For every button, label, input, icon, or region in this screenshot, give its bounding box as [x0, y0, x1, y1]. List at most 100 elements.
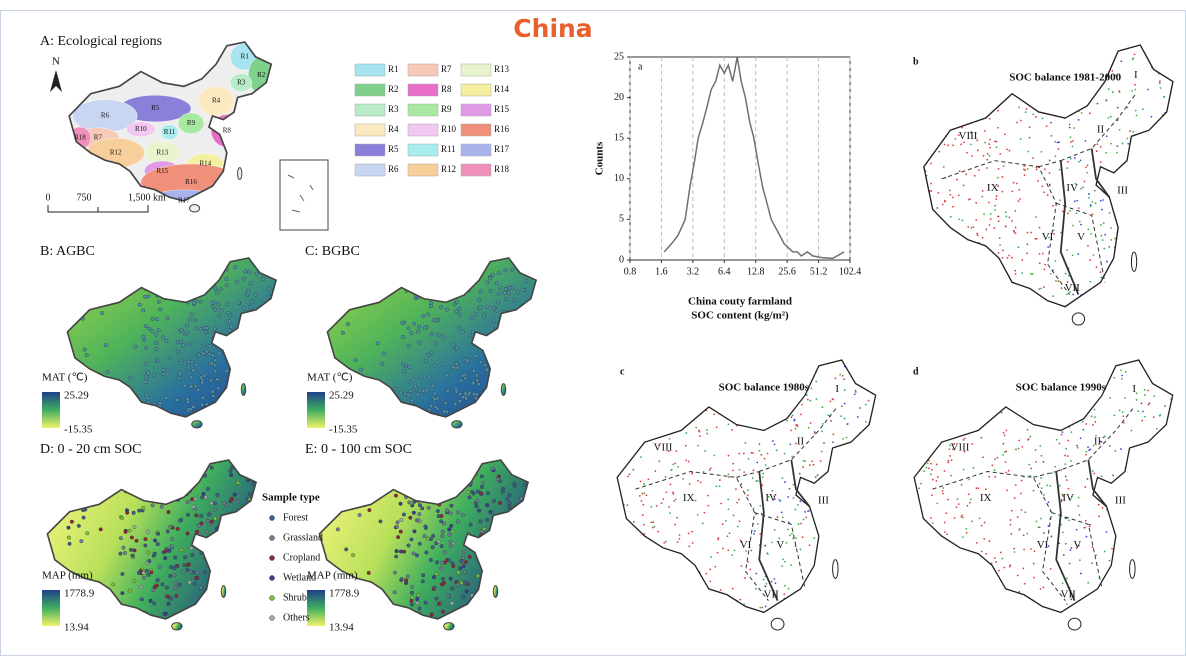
- sample-point: [183, 384, 187, 388]
- sample-point: [202, 352, 206, 356]
- site-dot: [1108, 53, 1110, 55]
- legend-marker: [270, 516, 275, 521]
- site-dot: [1127, 517, 1129, 519]
- site-dot: [968, 241, 970, 243]
- site-dot: [1029, 137, 1031, 139]
- colorbar-max: 25.29: [329, 390, 354, 402]
- sample-point: [401, 415, 405, 419]
- site-dot: [1027, 607, 1029, 609]
- site-dot: [616, 603, 618, 605]
- site-dot: [816, 398, 818, 400]
- sample-point: [155, 347, 159, 351]
- site-dot: [985, 229, 987, 231]
- site-dot: [722, 523, 724, 525]
- site-dot: [874, 454, 876, 456]
- site-dot: [1146, 530, 1148, 532]
- sample-point: [343, 285, 347, 289]
- site-dot: [685, 432, 687, 434]
- sample-point: [199, 327, 203, 331]
- site-dot: [1142, 231, 1144, 233]
- site-dot: [1092, 424, 1094, 426]
- site-dot: [1035, 66, 1037, 68]
- sample-point: [165, 339, 169, 343]
- sample-point: [255, 382, 259, 386]
- site-dot: [841, 478, 843, 480]
- sample-point: [508, 407, 512, 411]
- site-dot: [1043, 532, 1045, 534]
- sample-point: [524, 270, 528, 274]
- sample-point: [167, 602, 171, 606]
- site-dot: [966, 152, 968, 154]
- sample-point: [442, 335, 446, 339]
- site-dot: [1068, 519, 1070, 521]
- site-dot: [841, 405, 843, 407]
- site-dot: [1153, 202, 1155, 204]
- sample-point: [229, 499, 233, 503]
- site-dot: [998, 220, 1000, 222]
- panel-title: C: BGBC: [305, 244, 360, 259]
- site-dot: [1002, 378, 1004, 380]
- site-dot: [829, 612, 831, 614]
- sample-point: [256, 375, 260, 379]
- sample-point: [523, 537, 527, 541]
- sample-point: [139, 569, 143, 573]
- site-dot: [961, 599, 963, 601]
- site-dot: [919, 424, 921, 426]
- site-dot: [625, 561, 627, 563]
- site-dot: [1160, 561, 1162, 563]
- sample-point: [449, 524, 453, 528]
- site-dot: [1103, 68, 1105, 70]
- site-dot: [1022, 568, 1024, 570]
- site-dot: [918, 505, 920, 507]
- site-dot: [1106, 531, 1108, 533]
- sample-point: [210, 301, 214, 305]
- site-dot: [1056, 373, 1058, 375]
- region-label: R9: [187, 119, 196, 127]
- sample-point: [236, 397, 240, 401]
- sample-point: [106, 610, 110, 614]
- site-dot: [994, 458, 996, 460]
- site-dot: [1158, 281, 1160, 283]
- panel-label: d: [913, 366, 919, 377]
- site-dot: [1134, 464, 1136, 466]
- sample-point: [463, 468, 467, 472]
- site-dot: [847, 601, 849, 603]
- site-dot: [925, 158, 927, 160]
- sample-point: [241, 399, 245, 403]
- site-dot: [804, 511, 806, 513]
- site-dot: [1083, 527, 1085, 529]
- site-dot: [994, 96, 996, 98]
- site-dot: [1122, 476, 1124, 478]
- site-dot: [839, 585, 841, 587]
- sample-point: [256, 362, 260, 366]
- site-dot: [844, 418, 846, 420]
- site-dot: [744, 577, 746, 579]
- site-dot: [1092, 308, 1094, 310]
- site-dot: [829, 470, 831, 472]
- colorbar-max: 1778.9: [64, 588, 95, 600]
- site-dot: [975, 91, 977, 93]
- sample-point: [133, 549, 137, 553]
- island: [221, 586, 225, 598]
- site-dot: [1088, 197, 1090, 199]
- site-dot: [682, 478, 684, 480]
- sample-point: [203, 374, 207, 378]
- legend-label: R2: [388, 84, 399, 94]
- site-dot: [642, 618, 644, 620]
- site-dot: [949, 588, 951, 590]
- sample-point: [166, 289, 170, 293]
- site-dot: [1164, 486, 1166, 488]
- site-dot: [1157, 473, 1159, 475]
- site-dot: [971, 305, 973, 307]
- sample-point: [84, 612, 88, 616]
- site-dot: [658, 418, 660, 420]
- site-dot: [1142, 265, 1144, 267]
- site-dot: [1078, 606, 1080, 608]
- sample-point: [192, 505, 196, 509]
- site-dot: [1124, 549, 1126, 551]
- site-dot: [1135, 110, 1137, 112]
- site-dot: [1053, 233, 1055, 235]
- site-dot: [923, 254, 925, 256]
- site-dot: [777, 516, 779, 518]
- site-dot: [981, 196, 983, 198]
